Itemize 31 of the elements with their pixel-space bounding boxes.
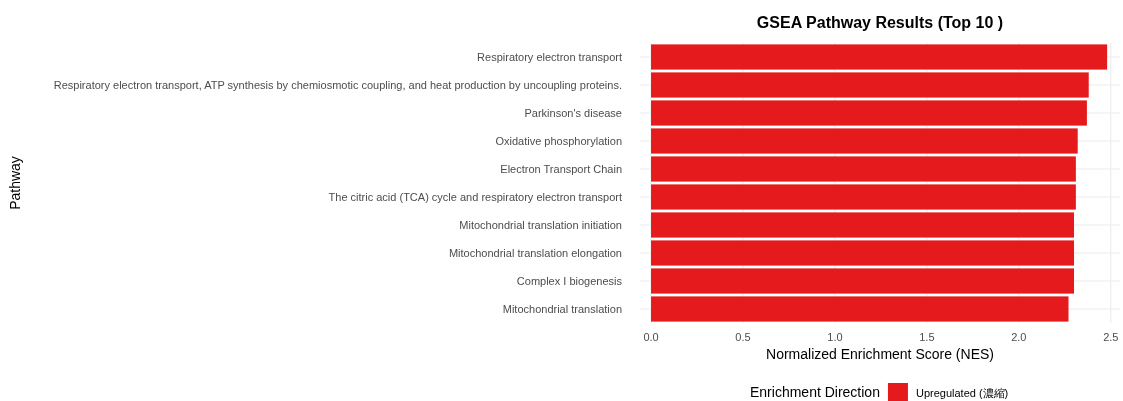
x-tick-label: 0.0 (643, 331, 659, 343)
y-tick-label: Mitochondrial translation initiation (459, 219, 622, 231)
x-tick-label: 1.0 (827, 331, 843, 343)
x-tick-label: 2.0 (1011, 331, 1027, 343)
bar (651, 296, 1069, 322)
x-tick-label: 0.5 (735, 331, 751, 343)
y-tick-label: The citric acid (TCA) cycle and respiratory electron transport (328, 191, 622, 203)
y-tick-label: Oxidative phosphorylation (495, 135, 622, 147)
legend-label: Upregulated (濃縮) (915, 387, 1009, 399)
bar (651, 156, 1076, 182)
y-tick-label: Electron Transport Chain (500, 163, 622, 175)
x-axis-title: Normalized Enrichment Score (NES) (766, 346, 994, 362)
bar (651, 128, 1078, 154)
x-tick-label: 1.5 (919, 331, 935, 343)
y-tick-label: Complex I biogenesis (516, 275, 623, 287)
x-tick-label: 2.5 (1103, 331, 1119, 343)
y-axis-title: Pathway (7, 156, 23, 210)
y-tick-label: Respiratory electron transport (477, 51, 622, 63)
bar (651, 72, 1089, 98)
bar (651, 240, 1075, 266)
bar (651, 100, 1087, 126)
legend-title: Enrichment Direction (750, 384, 880, 400)
chart-title: GSEA Pathway Results (Top 10 ) (756, 14, 1004, 31)
bar (651, 184, 1076, 210)
y-tick-label: Mitochondrial translation elongation (448, 247, 622, 259)
y-tick-label: Respiratory electron transport, ATP synthesis by chemiosmotic coupling, and heat production by uncoupling proteins. (53, 79, 622, 91)
y-tick-label: Mitochondrial translation (502, 303, 622, 315)
bar (651, 212, 1075, 238)
y-tick-label: Parkinson's disease (524, 107, 622, 119)
bar (651, 268, 1075, 294)
bar (651, 44, 1108, 70)
